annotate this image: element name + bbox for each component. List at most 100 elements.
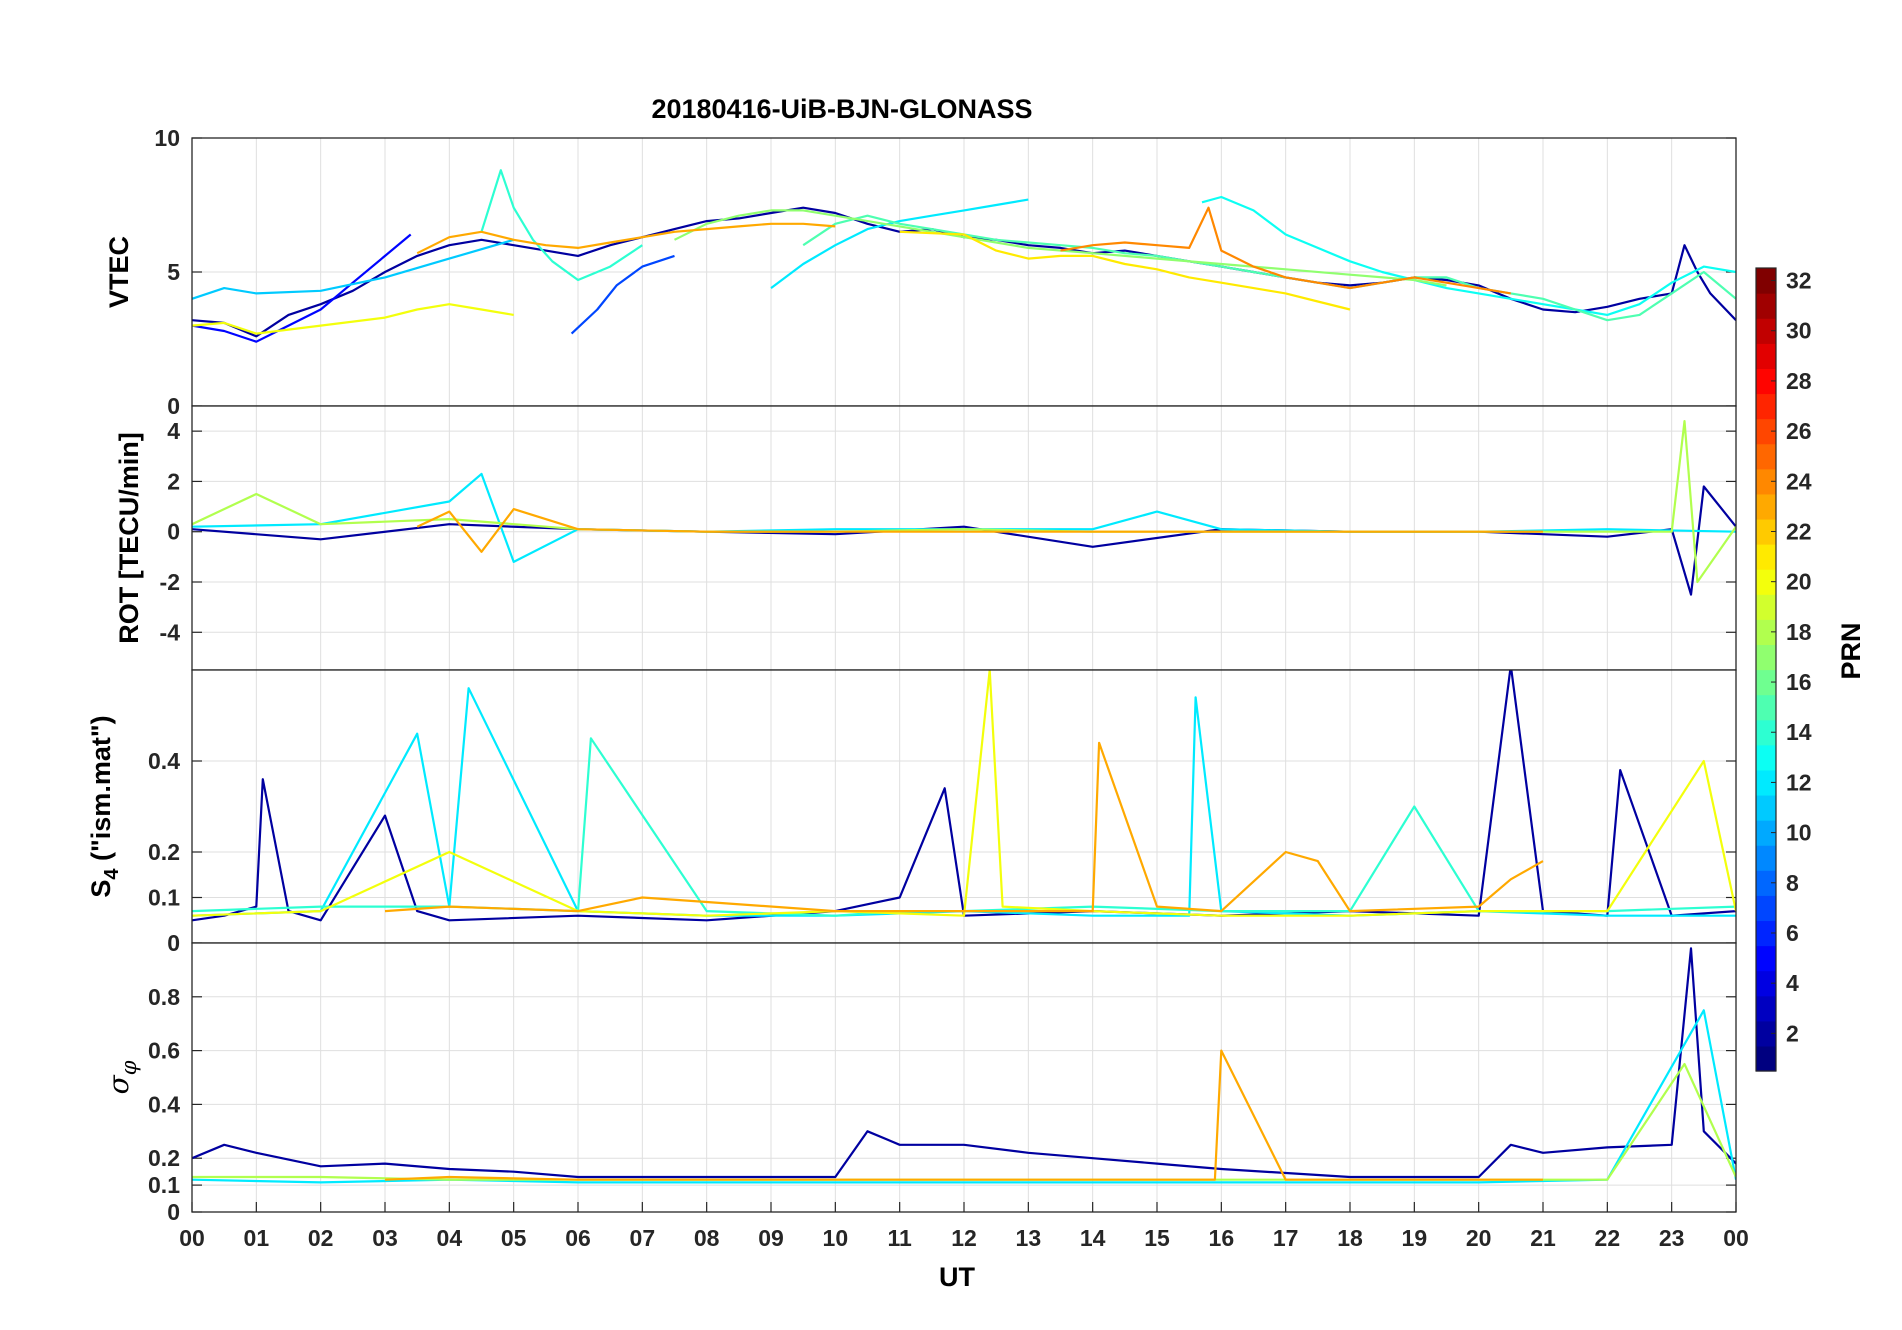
y-tick-label: 0.1 xyxy=(148,1172,180,1198)
x-tick-label: 06 xyxy=(565,1225,591,1251)
colorbar-tick-label: 28 xyxy=(1786,368,1812,394)
x-tick-label: 18 xyxy=(1337,1225,1363,1251)
panel-sigma_phi: 00.10.2 0.4 0.6 0.8 σφ xyxy=(102,942,1737,1225)
series-line-prn-24 xyxy=(1060,206,1511,295)
series-group xyxy=(192,420,1736,596)
colorbar-swatch xyxy=(1756,794,1776,821)
colorbar-swatch xyxy=(1756,1020,1776,1047)
series-line-prn-17 xyxy=(674,209,1447,287)
series-line-prn-11 xyxy=(192,238,515,300)
colorbar-swatch xyxy=(1756,418,1776,445)
y-tick-label: 0.2 xyxy=(148,839,180,865)
colorbar-label: PRN xyxy=(1836,622,1866,679)
x-tick-label: 14 xyxy=(1080,1225,1106,1251)
y-tick-label: 4 xyxy=(167,418,180,444)
y-tick-label: 5 xyxy=(167,259,180,285)
x-tick-label: 17 xyxy=(1273,1225,1299,1251)
colorbar-tick-label: 18 xyxy=(1786,619,1812,645)
colorbar-tick-label: 22 xyxy=(1786,518,1812,544)
x-tick-label: 01 xyxy=(244,1225,270,1251)
colorbar-tick-label: 16 xyxy=(1786,669,1812,695)
x-tick-label: 23 xyxy=(1659,1225,1685,1251)
y-tick-label: 10 xyxy=(154,125,180,151)
colorbar-tick-label: 6 xyxy=(1786,920,1799,946)
colorbar-tick-label: 10 xyxy=(1786,820,1812,846)
y-tick-label: 0.1 xyxy=(148,885,180,911)
series-line-prn-23 xyxy=(416,222,836,255)
colorbar-tick-label: 32 xyxy=(1786,268,1812,294)
x-tick-label: 07 xyxy=(630,1225,656,1251)
colorbar-swatch xyxy=(1756,318,1776,344)
x-tick-label: 13 xyxy=(1016,1225,1042,1251)
series-line-prn-12 xyxy=(770,198,1029,289)
y-tick-label: 0.4 xyxy=(148,1091,180,1117)
series-group xyxy=(192,670,1736,922)
x-tick-label: 05 xyxy=(501,1225,527,1251)
colorbar-tick-label: 12 xyxy=(1786,769,1812,795)
y-tick-label: 0.8 xyxy=(148,984,180,1010)
x-tick-label: 08 xyxy=(694,1225,720,1251)
colorbar-swatch xyxy=(1756,895,1776,922)
panel-rot: -4 -2 0 2 4 ROT [TECU/min] xyxy=(114,405,1737,671)
colorbar-swatch xyxy=(1756,970,1776,997)
y-axis-label: ROT [TECU/min] xyxy=(114,432,144,643)
x-tick-label: 11 xyxy=(888,1225,913,1251)
series-line-prn-23 xyxy=(416,508,1543,553)
x-tick-label: 21 xyxy=(1530,1225,1556,1251)
colorbar-frame xyxy=(1755,267,1777,1072)
colorbar-swatch xyxy=(1756,870,1776,896)
chart-title: 20180416-UiB-BJN-GLONASS xyxy=(651,94,1032,124)
y-tick-label: 0 xyxy=(167,393,180,419)
colorbar-swatch xyxy=(1756,343,1776,369)
x-tick-label: 00 xyxy=(1723,1225,1749,1251)
series-line-prn-23 xyxy=(384,741,1544,913)
colorbar-swatch xyxy=(1756,945,1776,972)
colorbar-tick-label: 30 xyxy=(1786,318,1812,344)
colorbar-swatch xyxy=(1756,468,1776,495)
colorbar-swatch xyxy=(1756,769,1776,796)
colorbar-swatch xyxy=(1756,845,1776,871)
y-tick-label: 0 xyxy=(167,1199,180,1225)
series-line-prn-23 xyxy=(384,1049,1543,1181)
colorbar-tick-label: 8 xyxy=(1786,870,1799,896)
y-tick-label: 0 xyxy=(167,519,180,545)
series-line-prn-20 xyxy=(192,670,1736,917)
y-tick-label: 0 xyxy=(167,930,180,956)
series-line-prn-5 xyxy=(192,233,412,343)
y-tick-label: -4 xyxy=(160,619,181,645)
y-axis-label: VTEC xyxy=(104,236,134,308)
series-line-prn-2 xyxy=(192,485,1736,596)
colorbar-tick-label: 26 xyxy=(1786,418,1812,444)
colorbar-swatch xyxy=(1756,820,1776,846)
colorbar-swatch xyxy=(1756,544,1776,570)
colorbar-swatch xyxy=(1756,443,1776,470)
x-tick-label: 10 xyxy=(823,1225,849,1251)
colorbar-swatch xyxy=(1756,669,1776,696)
colorbar-swatch xyxy=(1756,493,1776,520)
x-tick-label: 12 xyxy=(951,1225,977,1251)
series-group xyxy=(192,947,1736,1184)
x-tick-label: 03 xyxy=(372,1225,398,1251)
x-axis: 00 01 02 03 04 05 06 07 08 09 10 11 12 13 14 15 16 17 18 19… xyxy=(179,1202,1749,1251)
y-tick-label: -2 xyxy=(160,569,180,595)
colorbar-swatch xyxy=(1756,518,1776,545)
series-group xyxy=(192,169,1736,343)
series-line-prn-14 xyxy=(480,169,643,282)
series-line-prn-7 xyxy=(570,254,675,335)
series-line-prn-21 xyxy=(899,230,1351,311)
colorbar-tick-label: 24 xyxy=(1786,468,1812,494)
colorbar-swatch xyxy=(1756,920,1776,947)
y-tick-label: 0.2 xyxy=(148,1145,180,1171)
colorbar-swatch xyxy=(1756,393,1776,420)
colorbar-swatch xyxy=(1756,268,1776,294)
x-tick-label: 20 xyxy=(1466,1225,1492,1251)
x-tick-label: 15 xyxy=(1144,1225,1170,1251)
colorbar-tick-label: 20 xyxy=(1786,569,1812,595)
colorbar-tick-label: 4 xyxy=(1786,970,1799,996)
colorbar-swatch xyxy=(1756,368,1776,395)
colorbar-tick-label: 14 xyxy=(1786,719,1812,745)
y-tick-label: 2 xyxy=(167,468,180,494)
